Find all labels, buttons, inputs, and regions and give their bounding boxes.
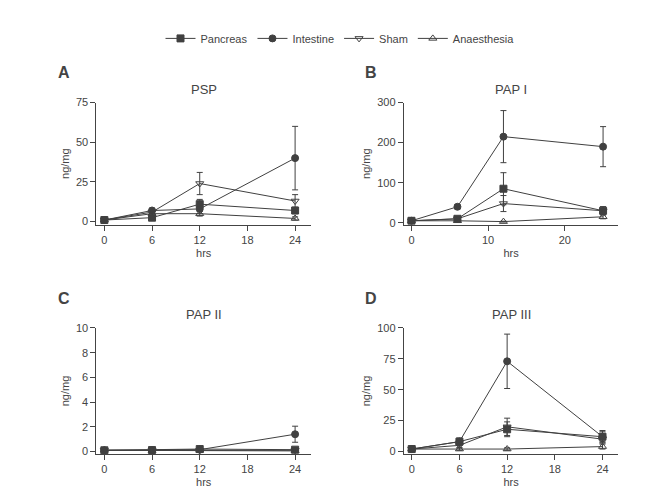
svg-text:Sham: Sham <box>379 33 408 45</box>
svg-text:0: 0 <box>101 463 107 475</box>
svg-text:2: 2 <box>82 421 88 433</box>
svg-text:A: A <box>58 64 70 81</box>
svg-text:0: 0 <box>389 217 395 229</box>
svg-text:6: 6 <box>456 463 462 475</box>
svg-text:B: B <box>365 64 377 81</box>
svg-text:ng/mg: ng/mg <box>59 148 71 179</box>
svg-text:50: 50 <box>76 136 88 148</box>
svg-text:0: 0 <box>82 215 88 227</box>
svg-text:PAP II: PAP II <box>186 307 222 322</box>
svg-text:ng/mg: ng/mg <box>360 376 372 407</box>
svg-text:20: 20 <box>559 234 571 246</box>
svg-text:0: 0 <box>408 234 414 246</box>
svg-text:50: 50 <box>383 384 395 396</box>
svg-text:hrs: hrs <box>196 476 212 488</box>
svg-text:18: 18 <box>241 463 253 475</box>
svg-text:0: 0 <box>409 463 415 475</box>
svg-text:75: 75 <box>383 353 395 365</box>
svg-text:24: 24 <box>596 463 608 475</box>
svg-text:0: 0 <box>82 445 88 457</box>
svg-text:hrs: hrs <box>503 476 519 488</box>
svg-text:25: 25 <box>76 176 88 188</box>
svg-text:6: 6 <box>82 371 88 383</box>
svg-text:24: 24 <box>289 463 301 475</box>
svg-text:0: 0 <box>101 234 107 246</box>
svg-text:8: 8 <box>82 347 88 359</box>
svg-text:6: 6 <box>149 234 155 246</box>
svg-text:hrs: hrs <box>196 247 212 259</box>
svg-text:Anaesthesia: Anaesthesia <box>453 33 514 45</box>
svg-text:10: 10 <box>76 322 88 334</box>
svg-text:6: 6 <box>149 463 155 475</box>
svg-text:75: 75 <box>76 96 88 108</box>
svg-text:12: 12 <box>194 463 206 475</box>
svg-text:PSP: PSP <box>191 82 217 97</box>
svg-text:ng/mg: ng/mg <box>360 148 372 179</box>
svg-text:4: 4 <box>82 396 88 408</box>
svg-text:PAP III: PAP III <box>492 307 531 322</box>
svg-text:12: 12 <box>194 234 206 246</box>
svg-text:C: C <box>58 290 70 307</box>
svg-text:25: 25 <box>383 414 395 426</box>
svg-text:100: 100 <box>377 322 395 334</box>
svg-text:hrs: hrs <box>503 247 519 259</box>
svg-text:100: 100 <box>377 177 395 189</box>
svg-text:Pancreas: Pancreas <box>201 33 248 45</box>
svg-text:18: 18 <box>549 463 561 475</box>
svg-text:0: 0 <box>389 445 395 457</box>
svg-text:200: 200 <box>377 136 395 148</box>
svg-text:12: 12 <box>501 463 513 475</box>
svg-text:24: 24 <box>289 234 301 246</box>
svg-text:10: 10 <box>482 234 494 246</box>
svg-text:18: 18 <box>241 234 253 246</box>
svg-text:ng/mg: ng/mg <box>59 376 71 407</box>
svg-text:Intestine: Intestine <box>292 33 334 45</box>
svg-text:300: 300 <box>377 96 395 108</box>
svg-text:D: D <box>365 290 377 307</box>
svg-text:PAP I: PAP I <box>495 82 527 97</box>
